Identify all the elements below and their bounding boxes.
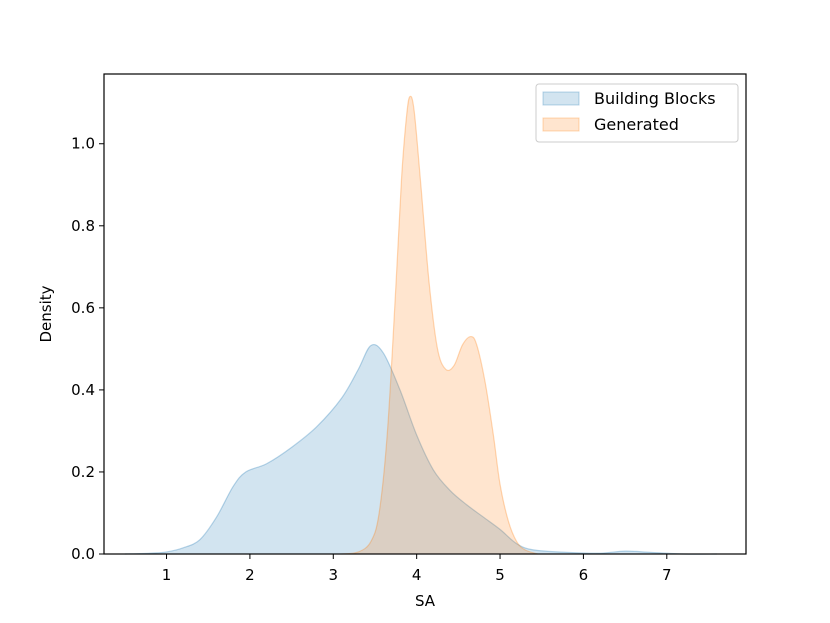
legend-label: Generated bbox=[594, 115, 679, 134]
legend-swatch bbox=[542, 117, 580, 132]
y-tick-label: 1.0 bbox=[71, 135, 95, 153]
y-tick-label: 0.0 bbox=[71, 545, 95, 563]
y-axis-label: Density bbox=[37, 285, 55, 342]
series-areas bbox=[124, 95, 717, 555]
series-outline-0 bbox=[124, 343, 717, 555]
legend-box bbox=[535, 83, 739, 143]
x-tick-label: 2 bbox=[245, 566, 255, 584]
x-tick-label: 5 bbox=[495, 566, 505, 584]
y-tick-label: 0.4 bbox=[71, 381, 95, 399]
x-tick-label: 4 bbox=[412, 566, 422, 584]
series-outline-1 bbox=[341, 95, 538, 555]
legend-label: Building Blocks bbox=[594, 89, 716, 108]
legend-swatch bbox=[542, 91, 580, 106]
series-area-1 bbox=[341, 96, 538, 554]
x-tick-label: 1 bbox=[162, 566, 172, 584]
x-tick-label: 7 bbox=[662, 566, 672, 584]
x-axis-label: SA bbox=[415, 592, 436, 610]
legend: Building Blocks Generated bbox=[535, 83, 739, 143]
y-axis-ticks: 0.0 0.2 0.4 0.6 0.8 1.0 bbox=[71, 135, 104, 563]
x-tick-label: 3 bbox=[329, 566, 339, 584]
series-area-0 bbox=[124, 344, 717, 555]
y-tick-label: 0.2 bbox=[71, 463, 95, 481]
y-tick-label: 0.6 bbox=[71, 299, 95, 317]
x-tick-label: 6 bbox=[579, 566, 589, 584]
plot-frame bbox=[103, 73, 747, 555]
y-tick-label: 0.8 bbox=[71, 217, 95, 235]
x-axis-ticks: 1 2 3 4 5 6 7 bbox=[162, 554, 672, 584]
